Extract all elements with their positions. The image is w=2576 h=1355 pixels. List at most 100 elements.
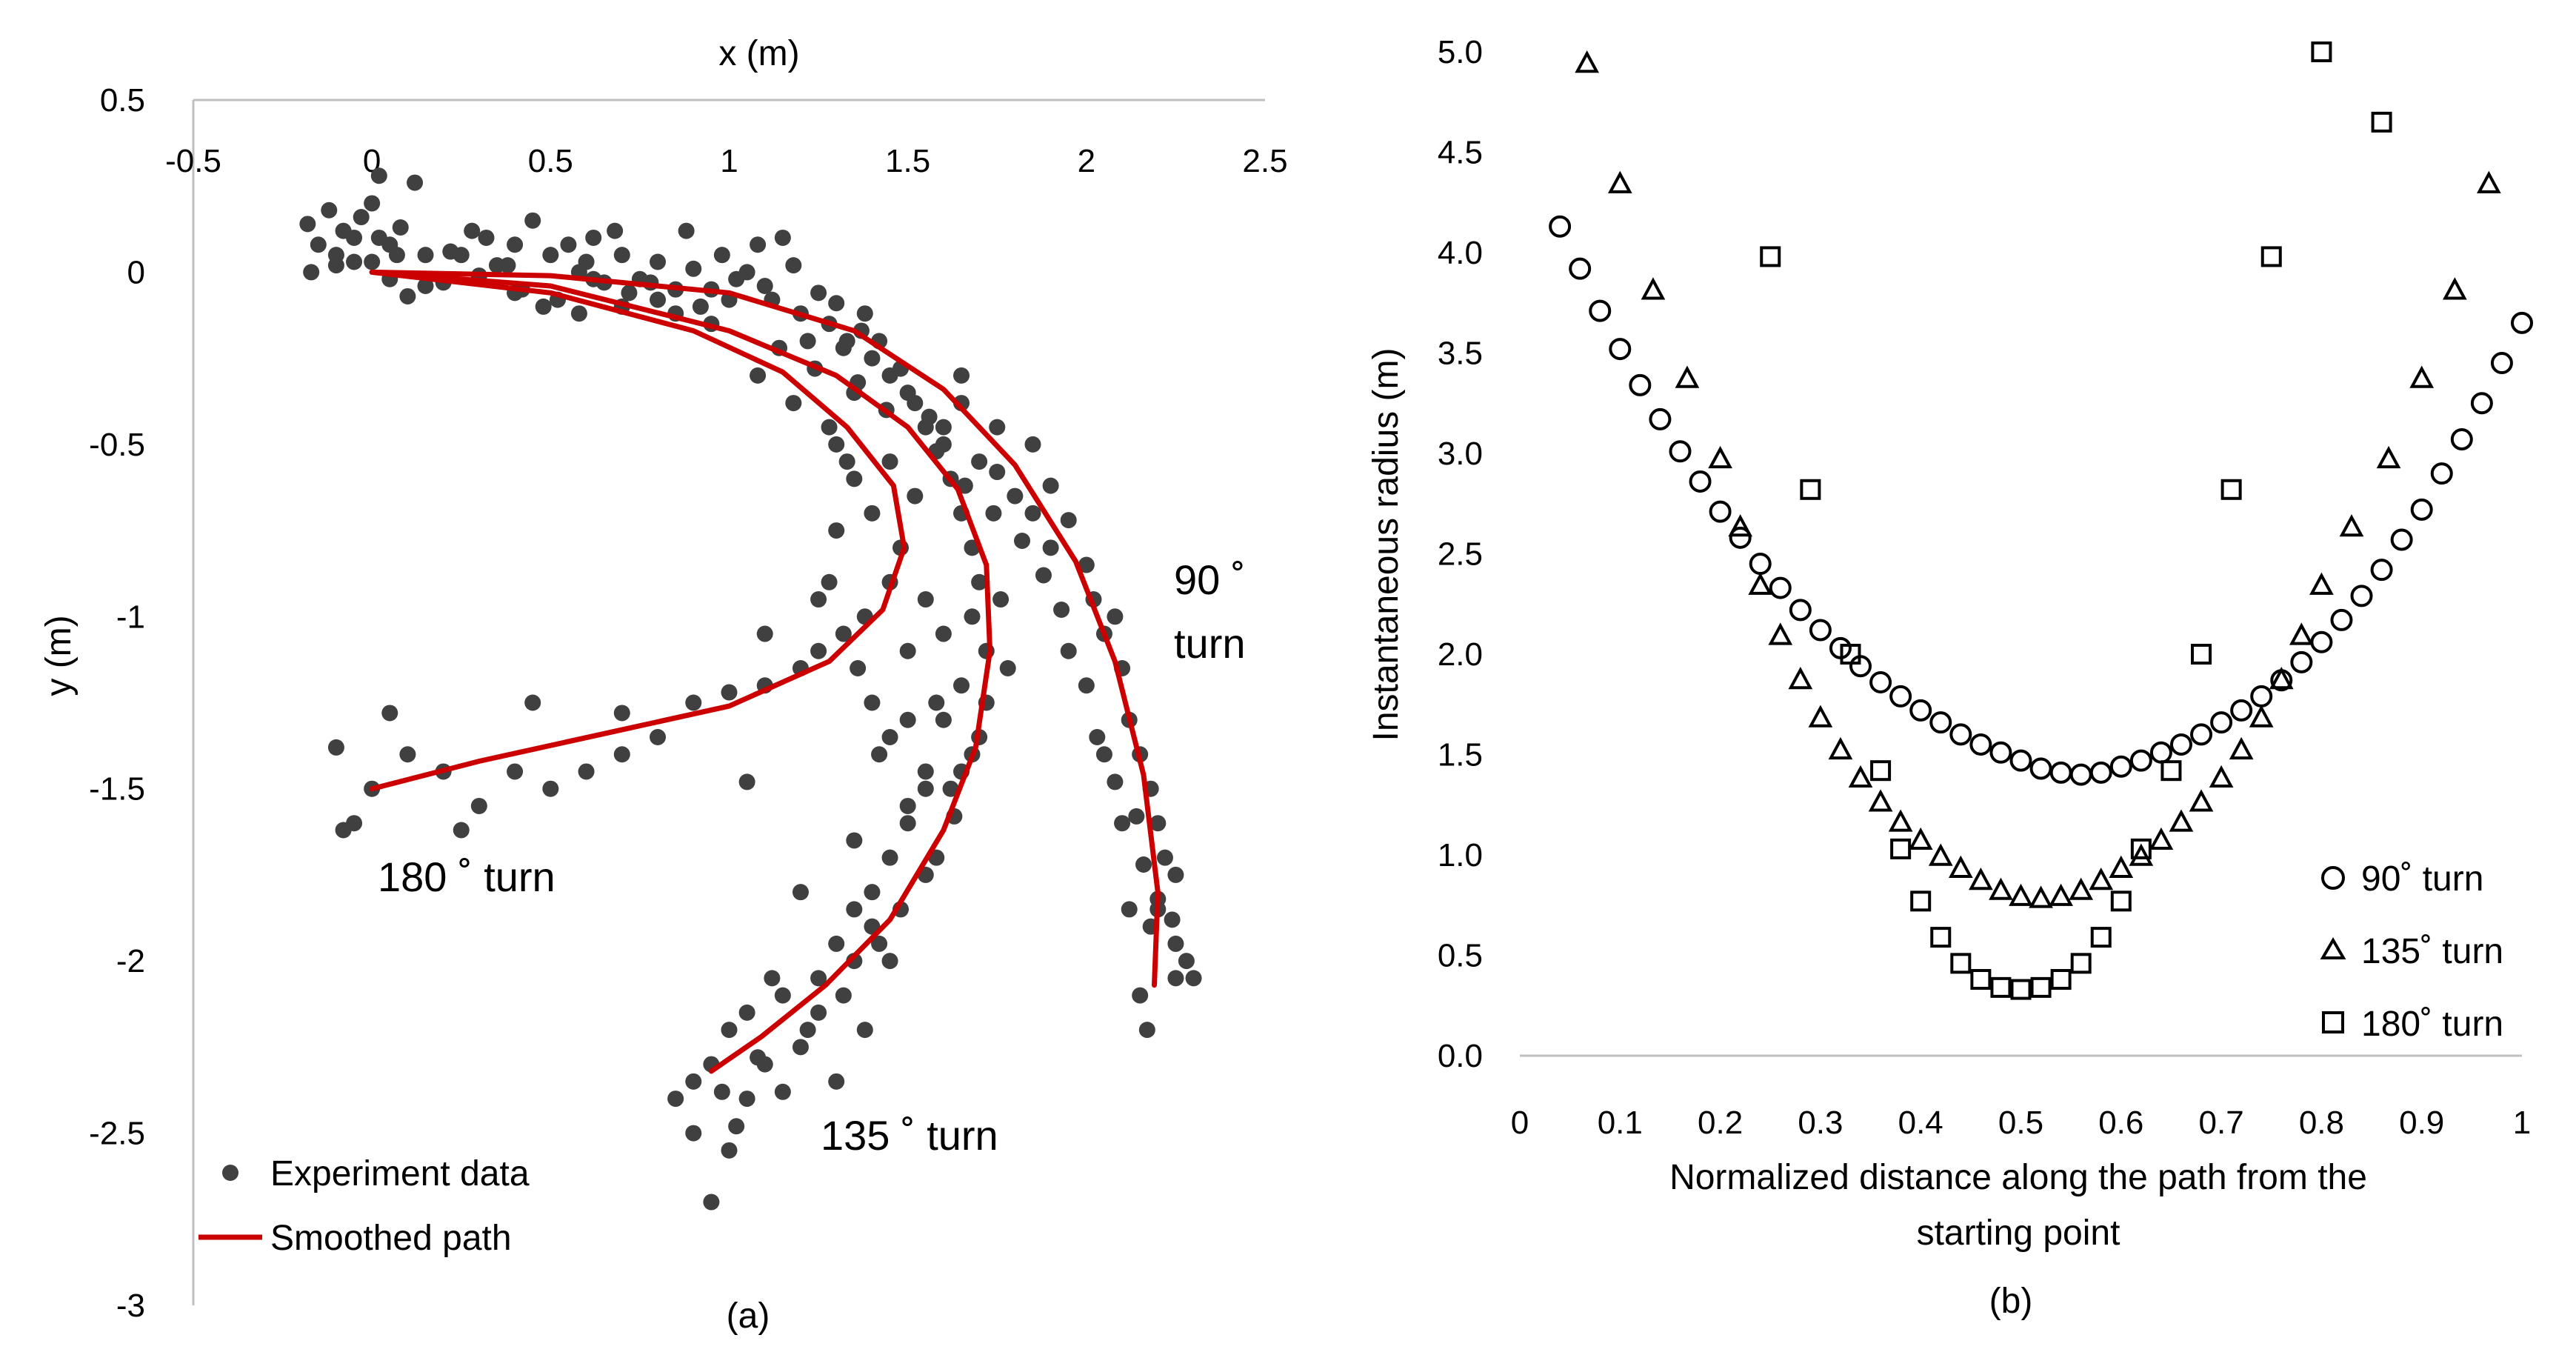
- experiment-data-point: [499, 257, 516, 274]
- turn-90-data-point: [2190, 723, 2213, 746]
- experiment-data-point: [650, 291, 667, 308]
- turn-135-data-point: [1888, 809, 1913, 832]
- experiment-data-point: [578, 763, 595, 780]
- turn-135-data-point: [1788, 667, 1813, 690]
- experiment-data-point: [453, 822, 470, 839]
- turn-135-data-point: [2069, 877, 2094, 900]
- panel-a-x-tick-labels: -0.5 0 0.5 1 1.5 2 2.5: [165, 143, 1288, 179]
- turn-90-data-point: [2310, 630, 2333, 653]
- experiment-data-point: [1132, 987, 1149, 1004]
- experiment-data-point: [335, 822, 352, 839]
- experiment-data-point: [835, 339, 852, 356]
- panel-a-smoothed-paths: [369, 269, 1161, 1074]
- experiment-data-point: [907, 395, 924, 412]
- panel-a-y-tick-label: -3: [116, 1288, 145, 1324]
- panel-b-y-tick-label: 0.0: [1438, 1038, 1483, 1074]
- experiment-data-point: [856, 1022, 873, 1039]
- experiment-data-point: [507, 763, 524, 780]
- experiment-data-point: [327, 257, 344, 274]
- panel-b-y-tick-label: 2.0: [1438, 636, 1483, 673]
- experiment-data-point: [953, 677, 970, 694]
- experiment-data-point: [828, 295, 845, 312]
- experiment-data-point: [935, 419, 952, 436]
- experiment-data-point: [846, 832, 863, 849]
- experiment-data-point: [453, 247, 470, 264]
- turn-180-data-point: [1970, 969, 1992, 991]
- experiment-data-point: [1042, 539, 1059, 556]
- experiment-data-point: [607, 222, 624, 239]
- experiment-data-point: [738, 773, 755, 790]
- turn-90-data-point: [2069, 763, 2092, 786]
- turn-90-data-point: [1689, 470, 1712, 493]
- experiment-data-point: [1060, 512, 1077, 529]
- panel-b-x-tick-label: 0.2: [1698, 1105, 1743, 1141]
- experiment-data-point: [1035, 567, 1052, 584]
- experiment-data-point: [685, 694, 702, 711]
- panel-b-x-tick-label: 0.3: [1798, 1105, 1843, 1141]
- experiment-data-point: [392, 219, 409, 236]
- experiment-data-point: [1078, 677, 1095, 694]
- experiment-data-point: [381, 705, 398, 722]
- turn-90-data-point: [1629, 373, 1652, 396]
- experiment-data-point: [810, 1004, 827, 1021]
- panel-b-y-axis-title: Instantaneous radius (m): [1367, 348, 1406, 742]
- experiment-data-point: [1024, 505, 1041, 522]
- experiment-data-point: [399, 287, 416, 304]
- turn-135-data-point: [1575, 50, 1600, 73]
- experiment-data-point: [310, 236, 327, 253]
- experiment-data-point: [1128, 808, 1145, 825]
- turn-90-data-point: [1909, 699, 1932, 722]
- panel-a-x-tick-label: -0.5: [165, 143, 221, 179]
- experiment-data-point: [935, 711, 952, 728]
- experiment-data-point: [713, 247, 730, 264]
- turn-135-data-point: [2109, 855, 2134, 878]
- panel-b-x-tick-label: 1: [2513, 1105, 2531, 1141]
- experiment-data-point: [864, 350, 881, 367]
- turn-180-data-point: [1910, 890, 1932, 912]
- panel-a-x-tick-label: 2: [1078, 143, 1095, 179]
- turn-180-data-point: [2260, 246, 2282, 267]
- experiment-data-point: [774, 229, 791, 246]
- panel-a-y-tick-label: 0: [127, 254, 145, 290]
- experiment-data-point: [478, 229, 495, 246]
- experiment-data-point: [692, 298, 709, 315]
- turn-135-data-point: [1768, 622, 1793, 645]
- experiment-data-point: [864, 884, 881, 901]
- experiment-data-point: [650, 728, 667, 745]
- experiment-data-point: [850, 660, 867, 677]
- turn-135-data-point: [2376, 445, 2401, 469]
- turn-90-data-point: [2430, 462, 2453, 485]
- experiment-data-point: [1185, 970, 1202, 987]
- panel-a-y-tick-label: -1: [116, 599, 145, 635]
- turn-180-data-point: [2130, 838, 2152, 859]
- annotation-180-turn: 180 ˚ turn: [378, 853, 555, 900]
- experiment-data-point: [828, 522, 845, 539]
- smoothed-path-line: [369, 269, 1161, 988]
- experiment-data-point: [917, 591, 934, 608]
- experiment-data-point: [1167, 866, 1184, 883]
- panel-b-x-tick-labels: 0 0.1 0.2 0.3 0.4 0.5 0.6 0.7 0.8 0.9 1: [1511, 1105, 2531, 1141]
- experiment-data-point: [828, 935, 845, 952]
- experiment-data-point: [792, 884, 809, 901]
- panel-b-y-tick-labels: 5.0 4.5 4.0 3.5 3.0 2.5 2.0 1.5 1.0 0.5 0.0: [1438, 34, 1483, 1074]
- turn-90-data-point: [2009, 749, 2032, 772]
- turn-180-data-point: [2311, 41, 2332, 62]
- experiment-data-point: [721, 1142, 738, 1159]
- experiment-data-point: [464, 222, 481, 239]
- turn-135-data-point: [2089, 868, 2114, 890]
- turn-90-data-point: [2109, 755, 2132, 778]
- experiment-data-point: [713, 1083, 730, 1100]
- experiment-data-point: [871, 746, 888, 763]
- turn-90-data-point: [1709, 500, 1732, 523]
- panel-b-x-tick-label: 0.5: [1998, 1105, 2043, 1141]
- turn-135-data-point: [2269, 667, 2294, 690]
- turn-135-data-point: [1641, 277, 1666, 300]
- panel-a-y-tick-label: -0.5: [89, 427, 145, 463]
- turn-135-data-point: [2339, 514, 2364, 537]
- experiment-data-point: [346, 253, 363, 270]
- turn-90-data-point: [1609, 338, 1632, 361]
- turn-180-data-point: [1800, 479, 1821, 500]
- panel-b-data-points: [1549, 41, 2533, 1000]
- experiment-data-point: [799, 333, 816, 350]
- turn-90-data-point: [1789, 599, 1812, 622]
